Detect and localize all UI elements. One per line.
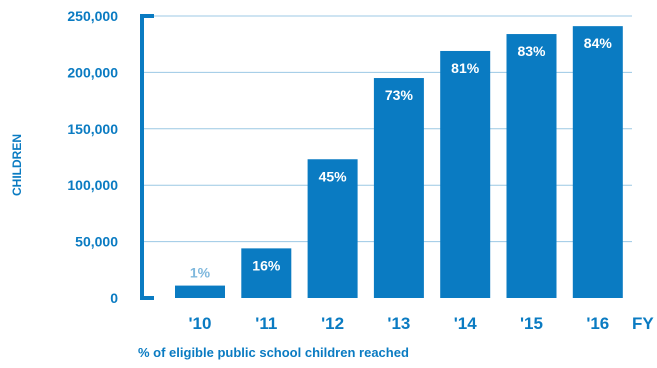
x-axis-ticks: '10 '11 '12 '13 '14 '15 '16 (189, 314, 610, 333)
bar (241, 248, 292, 298)
bar-data-label: 73% (385, 87, 414, 103)
bar (440, 50, 491, 298)
chart-footnote: % of eligible public school children rea… (138, 345, 409, 360)
bar (373, 78, 424, 298)
bar (307, 159, 358, 298)
bar-data-label: 45% (319, 168, 348, 184)
bar-data-label: 83% (517, 43, 546, 59)
bar-data-label: 81% (451, 60, 480, 76)
bar (175, 285, 225, 298)
x-tick-label: '11 (255, 314, 277, 333)
y-axis-ticks: 0 50,000 100,000 150,000 200,000 250,000 (67, 8, 118, 306)
y-tick-label: 100,000 (67, 177, 118, 193)
x-tick-label: '12 (321, 314, 344, 333)
y-axis-label-container: CHILDREN (10, 134, 24, 196)
y-tick-label: 250,000 (67, 8, 118, 24)
bar-data-labels: 1% 16% 45% 73% 81% 83% 84% (190, 35, 612, 280)
bar-data-label: 84% (584, 35, 613, 51)
y-tick-label: 50,000 (75, 234, 118, 250)
bar (506, 34, 557, 298)
bar-data-label: 16% (252, 257, 281, 273)
y-axis-label: CHILDREN (10, 134, 24, 196)
x-tick-label: '10 (189, 314, 212, 333)
bar (572, 26, 623, 298)
x-tick-label: '16 (586, 314, 609, 333)
y-tick-label: 150,000 (67, 121, 118, 137)
x-tick-label: '15 (520, 314, 543, 333)
x-axis-label: FY (632, 314, 654, 333)
bars (175, 26, 623, 298)
x-tick-label: '14 (454, 314, 477, 333)
y-tick-label: 0 (110, 290, 118, 306)
axis-bracket (140, 14, 154, 300)
bar-data-label: 1% (190, 265, 211, 281)
x-tick-label: '13 (387, 314, 410, 333)
y-axis-bracket (140, 14, 154, 300)
y-tick-label: 200,000 (67, 64, 118, 80)
